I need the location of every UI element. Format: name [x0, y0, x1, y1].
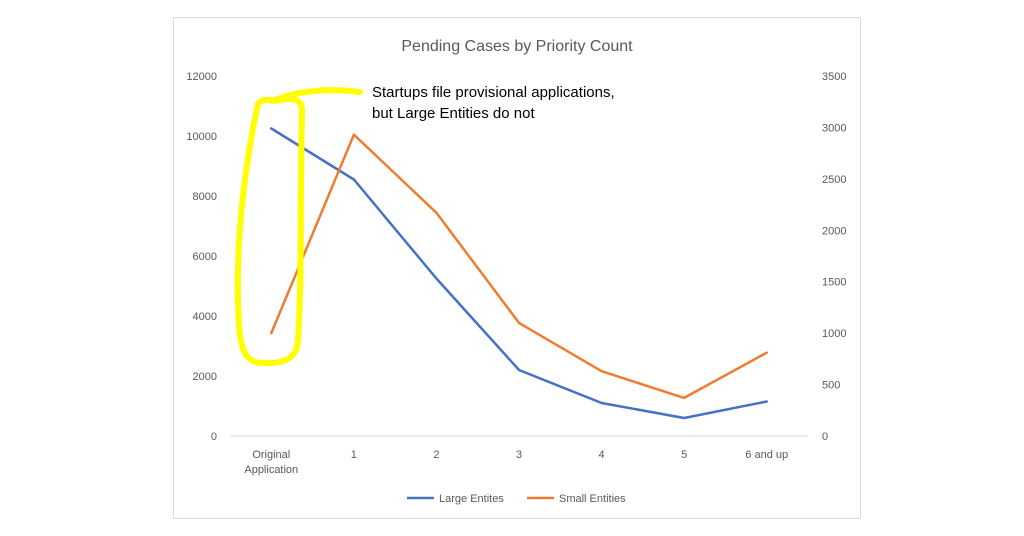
- highlight-loop: [234, 95, 305, 367]
- y-left-tick-label: 6000: [193, 251, 217, 263]
- x-tick-label: 6 and up: [745, 449, 788, 461]
- y-left-tick-label: 10000: [186, 131, 217, 143]
- y-right-tick-label: 500: [822, 380, 840, 392]
- x-tick-label: 3: [516, 449, 522, 461]
- y-left-tick-label: 0: [211, 431, 217, 443]
- y-right-tick-label: 2500: [822, 174, 846, 186]
- y-right-tick-label: 2000: [822, 225, 846, 237]
- x-tick-label: 5: [681, 449, 687, 461]
- y-right-tick-label: 3000: [822, 122, 846, 134]
- x-tick-label: Application: [244, 464, 298, 476]
- series-line-large-entites: [270, 127, 768, 420]
- x-tick-label: 2: [433, 449, 439, 461]
- annotation-text: but Large Entities do not: [372, 105, 535, 122]
- y-left-tick-label: 2000: [193, 371, 217, 383]
- y-right-tick-label: 0: [822, 431, 828, 443]
- legend-label: Large Entites: [439, 493, 504, 505]
- x-tick-label: 4: [599, 449, 605, 461]
- x-tick-label: 1: [351, 449, 357, 461]
- y-right-tick-label: 1000: [822, 328, 846, 340]
- y-right-tick-label: 1500: [822, 277, 846, 289]
- series-line-small-entities: [270, 133, 768, 400]
- highlight-pointer: [269, 87, 363, 104]
- annotation-text: Startups file provisional applications,: [372, 84, 615, 101]
- y-left-tick-label: 12000: [186, 71, 217, 83]
- legend-label: Small Entities: [559, 493, 626, 505]
- y-left-tick-label: 4000: [193, 311, 217, 323]
- x-tick-label: Original: [252, 449, 290, 461]
- chart-title: Pending Cases by Priority Count: [401, 38, 633, 55]
- y-left-tick-label: 8000: [193, 191, 217, 203]
- y-right-tick-label: 3500: [822, 71, 846, 83]
